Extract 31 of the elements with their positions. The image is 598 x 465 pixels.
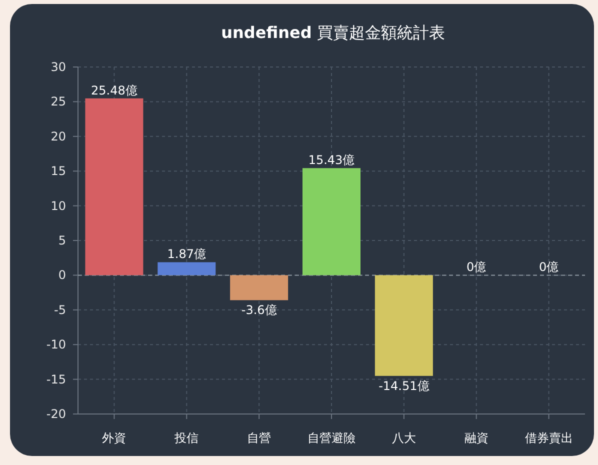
- y-tick-label: 5: [58, 234, 66, 248]
- x-tick-label: 借券賣出: [524, 431, 573, 445]
- data-label: 25.48億: [91, 83, 138, 98]
- y-tick-label: -20: [46, 407, 66, 421]
- data-label: 1.87億: [167, 247, 206, 262]
- data-label: -14.51億: [378, 378, 430, 393]
- chart-title: undefined 買賣超金額統計表: [221, 23, 445, 42]
- data-label: 0億: [538, 260, 559, 274]
- bar: [230, 275, 288, 300]
- y-tick-label: 20: [50, 129, 66, 144]
- x-tick-label: 投信: [174, 431, 199, 445]
- bar: [302, 168, 360, 276]
- y-tick-label: 10: [50, 198, 66, 213]
- x-tick-label: 自營避險: [308, 431, 356, 445]
- y-tick-label: 30: [50, 60, 66, 74]
- bar: [374, 275, 433, 376]
- y-tick-label: -5: [54, 302, 66, 317]
- data-label: 0億: [466, 260, 486, 274]
- x-tick-label: 八大: [392, 431, 416, 445]
- bar: [158, 262, 216, 276]
- x-tick-label: 外資: [102, 431, 126, 445]
- y-tick-label: 25: [50, 94, 66, 109]
- y-tick-label: 15: [50, 164, 66, 178]
- x-tick-label: 融資: [464, 431, 488, 445]
- y-tick-label: -15: [46, 372, 66, 386]
- data-label: -3.6億: [241, 303, 277, 318]
- x-tick-label: 自營: [247, 431, 272, 445]
- y-tick-label: -10: [46, 338, 66, 352]
- data-label: 15.43億: [308, 153, 355, 168]
- bar: [85, 98, 144, 276]
- y-tick-label: 0: [58, 268, 66, 282]
